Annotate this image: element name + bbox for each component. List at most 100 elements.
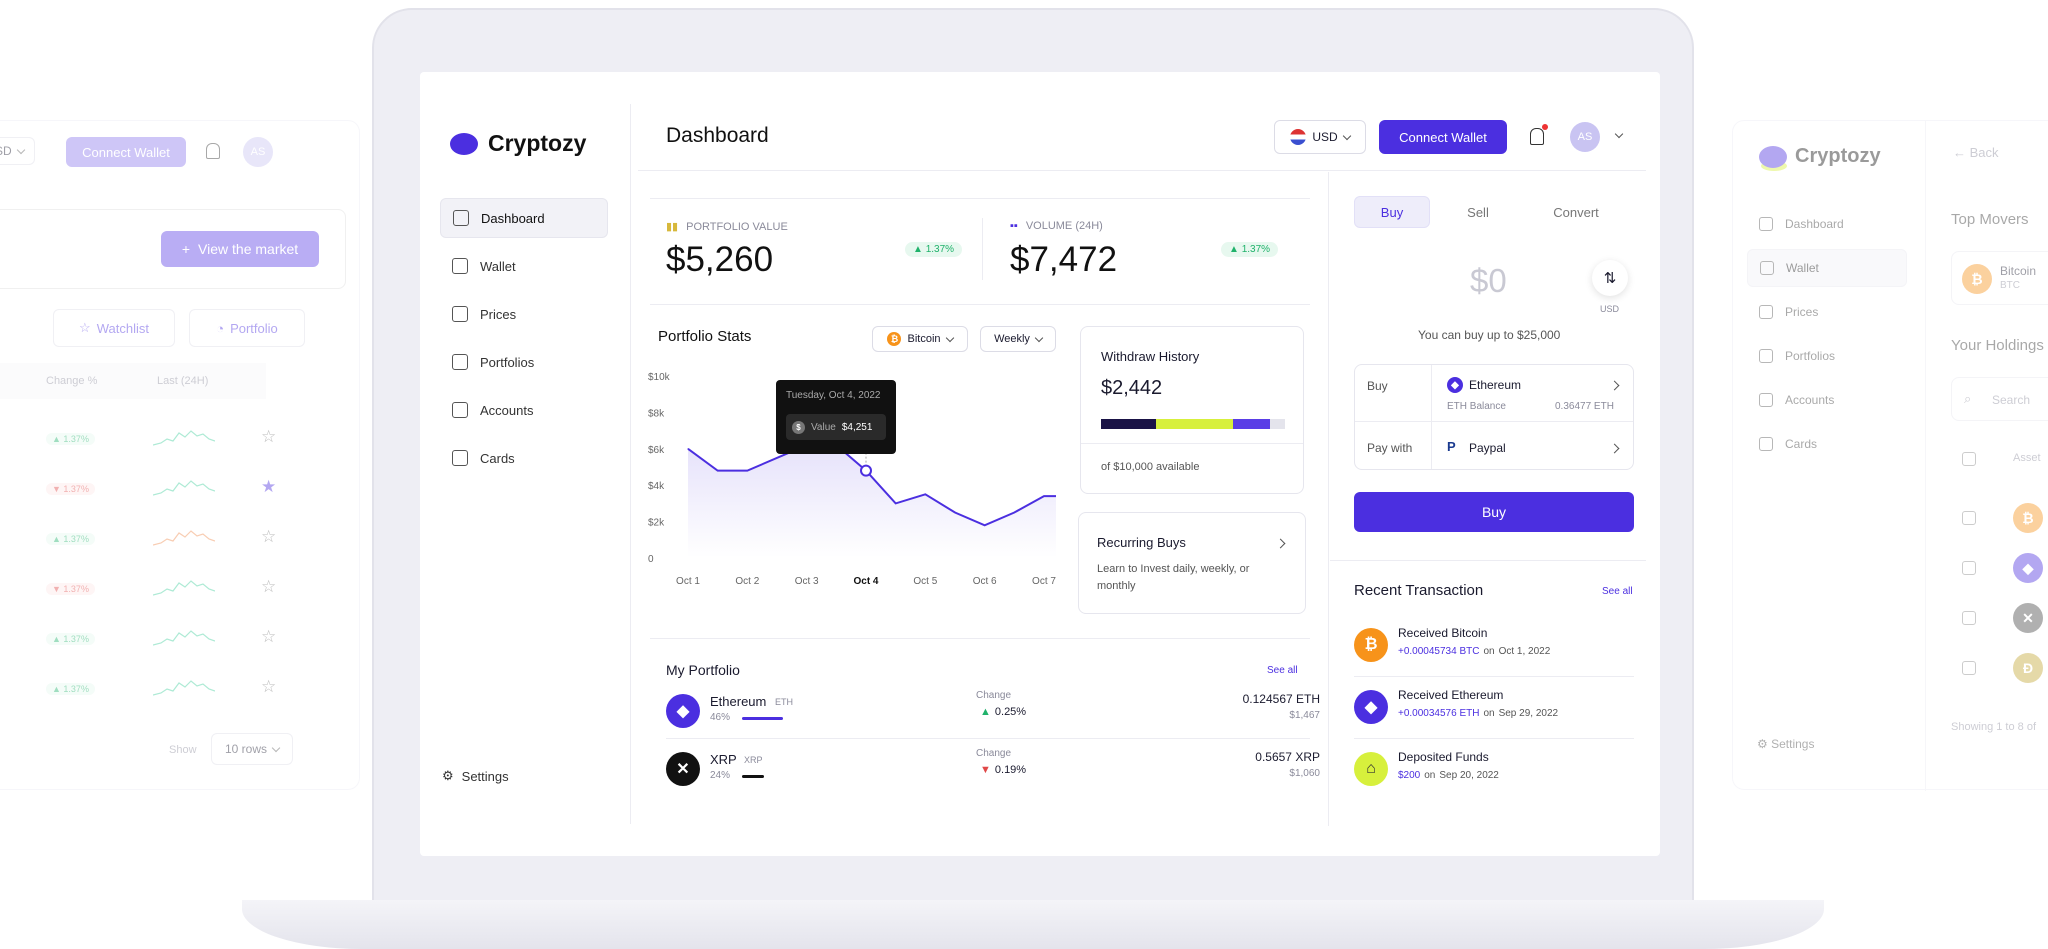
change-badge: ▲ 1.37% [46, 633, 95, 645]
chevron-right-icon[interactable] [1609, 443, 1620, 454]
rows-select[interactable]: 10 rows [211, 733, 293, 765]
back-link[interactable]: ← Back [1953, 145, 1999, 160]
chevron-down-icon [945, 333, 954, 342]
buy-details-card: Buy ◆ Ethereum ETH Balance 0.36477 ETH P… [1354, 364, 1634, 470]
balance-label: ETH Balance [1447, 401, 1506, 412]
view-market-button[interactable]: + View the market [161, 231, 319, 267]
bell-icon[interactable] [206, 143, 220, 159]
chevron-right-icon[interactable] [1609, 380, 1620, 391]
sidebar-item-label: Cards [480, 450, 515, 466]
star-icon[interactable]: ☆ [261, 677, 277, 696]
star-icon[interactable]: ☆ [261, 577, 277, 596]
chart-point [984, 524, 986, 526]
chart-point [895, 502, 897, 504]
portfolio-change: 1.37% [925, 244, 955, 255]
stats-top-line [650, 198, 1310, 199]
user-avatar[interactable]: AS [1570, 122, 1600, 152]
asset-share-bar [742, 717, 784, 720]
left-currency-select[interactable]: USD [0, 137, 35, 165]
arrow-down-icon: ▼ [980, 764, 991, 776]
portfolio-label-text: PORTFOLIO VALUE [686, 220, 788, 233]
chevron-down-icon[interactable] [1614, 129, 1624, 139]
portfolio-see-all-link[interactable]: See all [1267, 665, 1298, 676]
left-background-panel: USD Connect Wallet AS + View the market ☆… [0, 120, 360, 790]
transaction-item[interactable]: ₿ Received Bitcoin +0.00045734 BTC on Oct 1,… [1354, 624, 1634, 678]
holding-checkbox[interactable] [1962, 611, 1976, 625]
buy-amount-input[interactable]: $0 [1470, 262, 1507, 299]
settings-item[interactable]: ⚙ Settings [442, 768, 509, 784]
highlight-point[interactable] [860, 464, 872, 477]
paypal-icon: P [1447, 439, 1456, 454]
left-connect-wallet-button[interactable]: Connect Wallet [66, 137, 186, 167]
buy-button[interactable]: Buy [1354, 492, 1634, 532]
left-market-card [0, 209, 346, 289]
connect-wallet-button[interactable]: Connect Wallet [1379, 120, 1507, 154]
right-sidebar-nav: Dashboard Wallet Prices Portfolios Accounts C… [1747, 205, 1907, 469]
right-sidebar-item-cards[interactable]: Cards [1747, 425, 1907, 463]
tooltip-date: Tuesday, Oct 4, 2022 [786, 390, 881, 401]
recurring-card[interactable]: Recurring Buys Learn to Invest daily, we… [1078, 512, 1306, 614]
tab-portfolio[interactable]: ◔ Portfolio [189, 309, 305, 347]
star-icon[interactable]: ☆ [261, 627, 277, 646]
logo-icon [450, 132, 478, 158]
period-select[interactable]: Weekly [980, 326, 1056, 352]
sidebar-item-prices[interactable]: Prices [440, 294, 608, 334]
sidebar-item-portfolios[interactable]: Portfolios [440, 342, 608, 382]
sidebar-item-label: Dashboard [481, 210, 545, 226]
coin-select[interactable]: ₿ Bitcoin [872, 326, 968, 352]
transaction-item[interactable]: ⌂ Deposited Funds $200 on Sep 20, 2022 [1354, 748, 1634, 802]
currency-select[interactable]: USD [1274, 120, 1366, 154]
left-avatar[interactable]: AS [243, 137, 273, 167]
amount-unit: USD [1600, 304, 1620, 314]
right-sidebar-item-label: Dashboard [1785, 217, 1844, 231]
right-sidebar-item-label: Cards [1785, 437, 1818, 451]
holding-checkbox[interactable] [1962, 511, 1976, 525]
right-sidebar-item-portfolios[interactable]: Portfolios [1747, 337, 1907, 375]
showing-text: Showing 1 to 8 of [1951, 721, 2037, 733]
sparkline-path [153, 580, 215, 596]
holdings-search[interactable]: ⌕ Search [1951, 377, 2048, 421]
holding-checkbox[interactable] [1962, 561, 1976, 575]
holding-checkbox[interactable] [1962, 661, 1976, 675]
mover-card[interactable]: ₿ Bitcoin BTC [1951, 251, 2048, 305]
tab-watchlist[interactable]: ☆ Watchlist [53, 309, 175, 347]
withdraw-segment [1156, 419, 1234, 429]
tab-buy[interactable]: Buy [1354, 196, 1430, 228]
select-all-checkbox[interactable] [1962, 452, 1976, 466]
star-icon[interactable]: ☆ [261, 427, 277, 446]
right-sidebar-item-accounts[interactable]: Accounts [1747, 381, 1907, 419]
left-currency-label: USD [0, 144, 12, 158]
transactions-see-all-link[interactable]: See all [1602, 586, 1633, 597]
right-sidebar-item-prices[interactable]: Prices [1747, 293, 1907, 331]
mover-ticker: BTC [2000, 280, 2020, 291]
right-sidebar-item-dashboard[interactable]: Dashboard [1747, 205, 1907, 243]
sidebar-item-wallet[interactable]: Wallet [440, 246, 608, 286]
sidebar-item-accounts[interactable]: Accounts [440, 390, 608, 430]
sidebar-item-dashboard[interactable]: Dashboard [440, 198, 608, 238]
pay-method[interactable]: Paypal [1469, 441, 1506, 455]
swap-icon[interactable]: ⇅ [1592, 260, 1628, 296]
show-label: Show [169, 744, 197, 756]
chart-area [688, 445, 1056, 558]
buy-coin[interactable]: Ethereum [1469, 378, 1522, 392]
star-icon[interactable]: ☆ [261, 527, 277, 546]
transaction-divider [1354, 676, 1634, 677]
transaction-item[interactable]: ◆ Received Ethereum +0.00034576 ETH on Sep 2… [1354, 686, 1634, 740]
chart-point [746, 470, 748, 472]
bell-icon[interactable] [1530, 124, 1548, 145]
change-value: ▲ 0.25% [980, 706, 1026, 718]
right-sidebar-item-label: Accounts [1785, 393, 1835, 407]
right-sidebar-item-wallet[interactable]: Wallet [1747, 249, 1907, 287]
tab-watchlist-label: Watchlist [96, 320, 149, 336]
chevron-down-icon [271, 743, 281, 752]
search-placeholder: Search [1992, 393, 2031, 407]
star-icon[interactable]: ★ [261, 477, 277, 496]
dogecoin-icon: Ð [2013, 653, 2043, 683]
arrow-up-icon: ▲ [980, 706, 991, 718]
right-settings[interactable]: ⚙ Settings [1757, 737, 1815, 751]
portfolio-chart[interactable]: 0 $2k $4k $6k $8k $10k Oct 1 Oct 2 Oct 3 Oct 4 Oct… [646, 362, 1056, 602]
tab-convert[interactable]: Convert [1536, 196, 1616, 228]
transaction-title: Received Bitcoin [1398, 626, 1488, 640]
tab-sell[interactable]: Sell [1438, 196, 1518, 228]
sidebar-item-cards[interactable]: Cards [440, 438, 608, 478]
